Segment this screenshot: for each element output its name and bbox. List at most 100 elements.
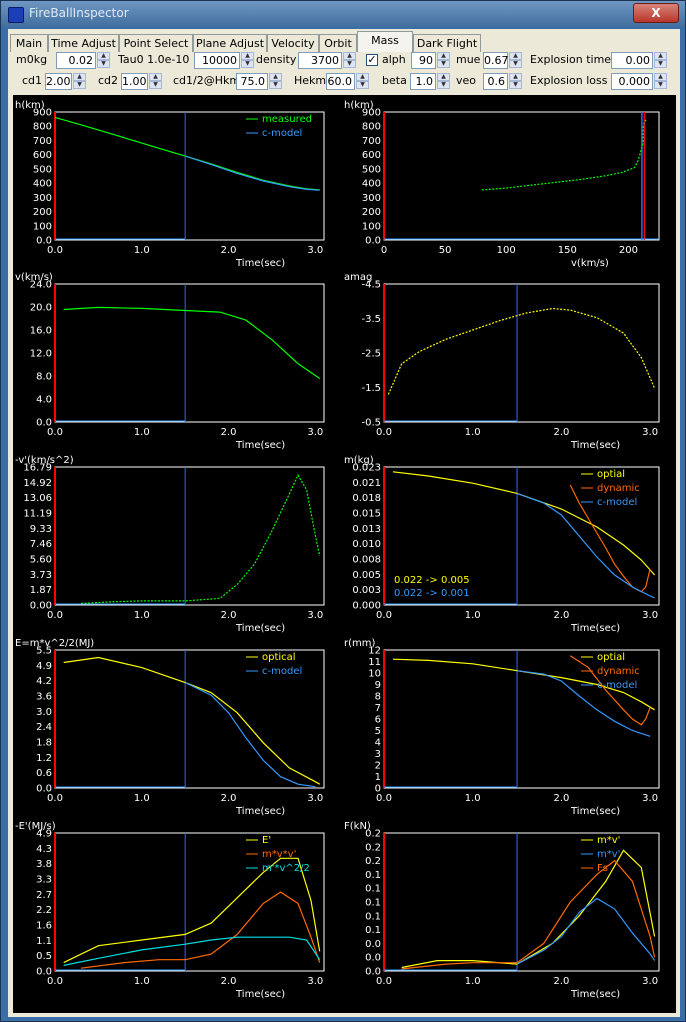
- y-tick-label: 1.1: [36, 936, 52, 947]
- alph-field[interactable]: 90: [411, 52, 436, 69]
- y-tick-label: 0.1: [365, 898, 381, 909]
- y-axis-label: -v'(km/s^2): [15, 455, 74, 466]
- y-tick-label: 900: [362, 108, 381, 119]
- chart-v_t: v(km/s) 0.0 4.0 8.0 12.0 16.0 20.0 24.0 0.0 1.0 2.…: [15, 272, 325, 451]
- y-tick-label: 100: [33, 221, 52, 232]
- beta-spinner[interactable]: ▲ ▼: [437, 73, 450, 90]
- density-field[interactable]: 3700: [298, 52, 342, 69]
- density-spinner[interactable]: ▲ ▼: [343, 52, 356, 69]
- y-tick-label: 1.6: [36, 921, 52, 932]
- y-tick-label: 5.60: [30, 555, 52, 566]
- cd1-label: cd1: [22, 74, 43, 87]
- explosion-loss-label: Explosion loss: [530, 74, 608, 87]
- explosion-time-field[interactable]: 0.00: [611, 52, 653, 69]
- series-line: [481, 118, 648, 191]
- series-line: [63, 936, 321, 966]
- veo-field[interactable]: 0.6: [483, 73, 508, 90]
- tab-time-adjust[interactable]: Time Adjust: [48, 34, 119, 52]
- tab-orbit[interactable]: Orbit: [319, 34, 357, 52]
- series-line: [63, 857, 321, 964]
- tab-plane-adjust[interactable]: Plane Adjust: [193, 34, 267, 52]
- x-tick-label: 0.0: [376, 427, 392, 438]
- hekm-field[interactable]: 60.0: [326, 73, 355, 90]
- legend-label: optical: [262, 652, 296, 663]
- tab-velocity[interactable]: Velocity: [267, 34, 319, 52]
- y-axis-label: m(kg): [344, 455, 374, 466]
- y-tick-label: 0.0: [365, 967, 381, 978]
- y-tick-label: 11.19: [23, 509, 52, 520]
- alph-label: alph: [382, 53, 406, 66]
- m0kg-label: m0kg: [16, 53, 48, 66]
- cd2-spinner[interactable]: ▲ ▼: [149, 73, 162, 90]
- param-row-1: m0kg 0.02 ▲ ▼ Tau0 1.0e-10 10000 ▲ ▼ densi…: [8, 50, 680, 70]
- y-tick-label: 4.0: [36, 395, 52, 406]
- legend-label: dynamic: [597, 483, 640, 494]
- y-tick-label: 1.87: [30, 585, 52, 596]
- beta-field[interactable]: 1.0: [410, 73, 436, 90]
- x-tick-label: 2.0: [221, 976, 237, 987]
- x-tick-label: 0.0: [47, 793, 63, 804]
- y-axis-label: -E'(MJ/s): [15, 821, 56, 832]
- m0kg-spinner[interactable]: ▲ ▼: [97, 52, 110, 69]
- tab-main[interactable]: Main: [10, 34, 48, 52]
- cd1-spinner[interactable]: ▲ ▼: [73, 73, 86, 90]
- legend-label: dynamic: [597, 666, 640, 677]
- m0kg-field[interactable]: 0.02: [56, 52, 96, 69]
- y-tick-label: 4: [375, 738, 381, 749]
- x-tick-label: 2.0: [221, 610, 237, 621]
- explosion-loss-spinner[interactable]: ▲ ▼: [654, 73, 667, 90]
- explosion-time-spinner[interactable]: ▲ ▼: [654, 52, 667, 69]
- alph-checkbox[interactable]: ✓: [366, 53, 378, 66]
- y-tick-label: 500: [33, 164, 52, 175]
- veo-spinner[interactable]: ▲ ▼: [509, 73, 522, 90]
- tau0-field[interactable]: 10000: [194, 52, 240, 69]
- y-tick-label: 0.023: [352, 463, 381, 474]
- y-tick-label: 0.003: [352, 585, 381, 596]
- cd12hkm-field[interactable]: 75.0: [236, 73, 268, 90]
- tab-mass[interactable]: Mass: [357, 31, 413, 52]
- y-tick-label: 9.33: [30, 524, 52, 535]
- legend-label: optial: [597, 652, 625, 663]
- series-line: [80, 473, 321, 604]
- cd12hkm-spinner[interactable]: ▲ ▼: [269, 73, 282, 90]
- x-axis-label: Time(sec): [235, 440, 285, 451]
- y-tick-label: 3.6: [36, 692, 52, 703]
- chart-amag_t: amag -0.5 -1.5 -2.5 -3.5 -4.5 0.0 1.0 2.0 3.0 Time…: [344, 272, 660, 451]
- y-tick-label: 6: [375, 715, 381, 726]
- tau0-spinner[interactable]: ▲ ▼: [241, 52, 254, 69]
- y-tick-label: 3.73: [30, 570, 52, 581]
- close-button[interactable]: X: [633, 3, 679, 23]
- y-tick-label: 7.46: [30, 539, 52, 550]
- mue-spinner[interactable]: ▲ ▼: [509, 52, 522, 69]
- explosion-loss-field[interactable]: 0.000: [611, 73, 653, 90]
- hekm-spinner[interactable]: ▲ ▼: [356, 73, 369, 90]
- title-bar[interactable]: FireBallInspector X: [1, 1, 685, 27]
- series-line: [387, 307, 656, 395]
- alph-spinner[interactable]: ▲ ▼: [437, 52, 450, 69]
- tab-point-select[interactable]: Point Select: [119, 34, 193, 52]
- y-tick-label: 0.015: [352, 509, 381, 520]
- y-tick-label: 7: [375, 703, 381, 714]
- series-line: [516, 897, 656, 965]
- y-tick-label: -4.5: [361, 280, 381, 291]
- chart-h_t: h(km) 0.0 100 200 300 400 500 600 700 800 900 0.0 1.…: [15, 100, 325, 269]
- x-tick-label: 50: [439, 245, 452, 256]
- mue-field[interactable]: 0.67: [483, 52, 509, 69]
- x-axis-label: Time(sec): [235, 806, 285, 817]
- y-tick-label: 800: [33, 122, 52, 133]
- cd2-field[interactable]: 1.00: [121, 73, 148, 90]
- y-tick-label: 4.3: [36, 844, 52, 855]
- cd2-label: cd2: [98, 74, 119, 87]
- y-tick-label: 0.5: [36, 951, 52, 962]
- x-tick-label: 1.0: [134, 976, 150, 987]
- tab-dark-flight[interactable]: Dark Flight: [413, 34, 481, 52]
- series-line: [185, 155, 320, 191]
- legend-label: m*v': [597, 849, 620, 860]
- y-tick-label: 0.0: [36, 236, 52, 247]
- y-tick-label: 12.0: [30, 349, 52, 360]
- series-line: [401, 849, 656, 969]
- y-tick-label: 0.1: [365, 884, 381, 895]
- cd1-field[interactable]: 2.00: [45, 73, 72, 90]
- x-tick-label: 1.0: [134, 793, 150, 804]
